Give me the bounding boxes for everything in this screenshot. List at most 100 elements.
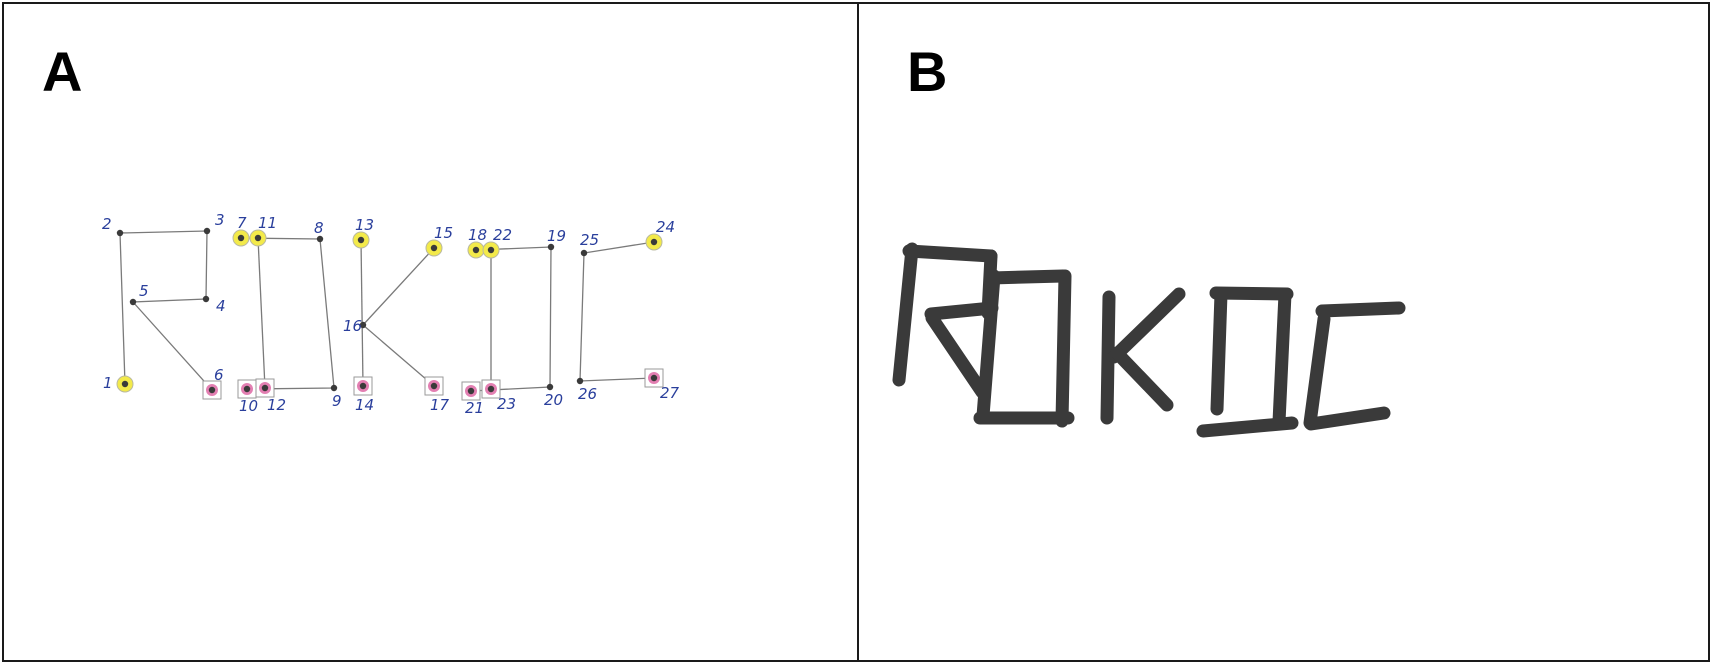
point-14: 14 <box>353 376 374 414</box>
point-12: 12 <box>255 378 286 414</box>
point-dot <box>487 385 495 393</box>
point-number: 1 <box>103 374 113 392</box>
stroke-path-2 <box>240 237 335 390</box>
point-16: 16 <box>343 317 367 335</box>
point-dot <box>472 246 480 254</box>
point-dot <box>546 383 554 391</box>
point-number: 10 <box>239 397 258 415</box>
point-18: 18 <box>467 226 487 259</box>
point-number: 20 <box>544 391 563 409</box>
point-22: 22 <box>482 226 512 259</box>
point-4: 4 <box>202 295 226 315</box>
marker-stroke-19 <box>1304 406 1391 431</box>
marker-stroke-1 <box>892 242 919 387</box>
stroke-path-4 <box>360 239 364 387</box>
marker-stroke-18 <box>1315 301 1406 318</box>
point-8: 8 <box>314 219 324 243</box>
point-number: 24 <box>656 218 675 236</box>
point-number: 21 <box>465 399 484 417</box>
marker-stroke-4 <box>924 301 999 321</box>
point-3: 3 <box>203 211 225 235</box>
point-dot <box>121 380 129 388</box>
marker-stroke-7 <box>984 269 1070 285</box>
point-number: 14 <box>355 396 374 414</box>
point-dot <box>208 386 216 394</box>
point-dot <box>467 387 475 395</box>
point-number: 13 <box>355 216 374 234</box>
point-dot <box>359 321 367 329</box>
point-17: 17 <box>424 376 450 414</box>
point-number: 3 <box>215 211 225 229</box>
point-dot <box>357 236 365 244</box>
handwritten-word <box>892 242 1406 438</box>
point-11: 11 <box>249 214 277 247</box>
point-number: 12 <box>267 396 286 414</box>
point-dot <box>487 246 495 254</box>
point-number: 8 <box>314 219 324 237</box>
point-dot <box>129 298 137 306</box>
point-21: 21 <box>461 381 484 417</box>
stroke-path-5 <box>362 247 435 387</box>
point-number: 25 <box>580 231 599 249</box>
marker-stroke-12 <box>1110 346 1174 412</box>
point-dot <box>650 238 658 246</box>
point-23: 23 <box>481 379 516 413</box>
stroke-lines <box>119 230 655 392</box>
marker-stroke-17 <box>1303 312 1331 430</box>
point-number: 19 <box>547 227 566 245</box>
point-number: 17 <box>430 396 450 414</box>
point-number: 16 <box>343 317 362 335</box>
point-dot <box>330 384 338 392</box>
point-number: 18 <box>468 226 487 244</box>
marker-strokes <box>892 242 1406 438</box>
point-number: 11 <box>258 214 277 232</box>
point-number: 2 <box>102 215 112 233</box>
point-number: 5 <box>139 282 149 300</box>
point-number: 7 <box>237 214 247 232</box>
point-dot <box>430 244 438 252</box>
stroke-path-8 <box>579 241 655 382</box>
marker-stroke-5 <box>925 311 989 399</box>
point-dot <box>237 234 245 242</box>
panel-b: B <box>857 2 1710 662</box>
marker-stroke-16 <box>1196 416 1299 438</box>
point-dot <box>254 234 262 242</box>
point-10: 10 <box>237 379 258 415</box>
stroke-path-3 <box>257 237 266 389</box>
marker-stroke-6 <box>976 269 1001 423</box>
marker-stroke-11 <box>1107 287 1186 364</box>
point-dot <box>580 249 588 257</box>
marker-stroke-8 <box>1055 269 1072 428</box>
point-dot <box>202 295 210 303</box>
stroke-path-1 <box>119 230 213 391</box>
point-19: 19 <box>547 227 566 251</box>
point-dot <box>261 384 269 392</box>
stroke-path-6 <box>470 246 552 392</box>
point-2: 2 <box>102 215 124 237</box>
point-1: 1 <box>103 374 134 393</box>
point-6: 6 <box>202 366 224 400</box>
point-number: 27 <box>660 384 680 402</box>
point-number: 6 <box>214 366 224 384</box>
marker-stroke-2 <box>902 244 998 263</box>
point-20: 20 <box>544 383 563 409</box>
point-25: 25 <box>580 231 599 257</box>
point-number: 9 <box>332 392 342 410</box>
point-27: 27 <box>644 368 680 402</box>
point-number: 15 <box>434 224 453 242</box>
point-dot <box>430 382 438 390</box>
panel-a: A 1 2 3 4 5 6 7 8 9 10 11 12 13 14 15 16 17 18 19 20 21 22 23 2… <box>2 2 859 662</box>
point-number: 4 <box>216 297 226 315</box>
point-dot <box>116 229 124 237</box>
point-13: 13 <box>352 216 374 249</box>
marker-stroke-15 <box>1272 287 1292 429</box>
point-15: 15 <box>425 224 453 257</box>
point-5: 5 <box>129 282 149 306</box>
point-7: 7 <box>232 214 250 247</box>
point-number: 26 <box>578 385 597 403</box>
panel-b-label: B <box>907 40 948 103</box>
point-dot <box>316 235 324 243</box>
point-dot <box>650 374 658 382</box>
point-dot <box>576 377 584 385</box>
